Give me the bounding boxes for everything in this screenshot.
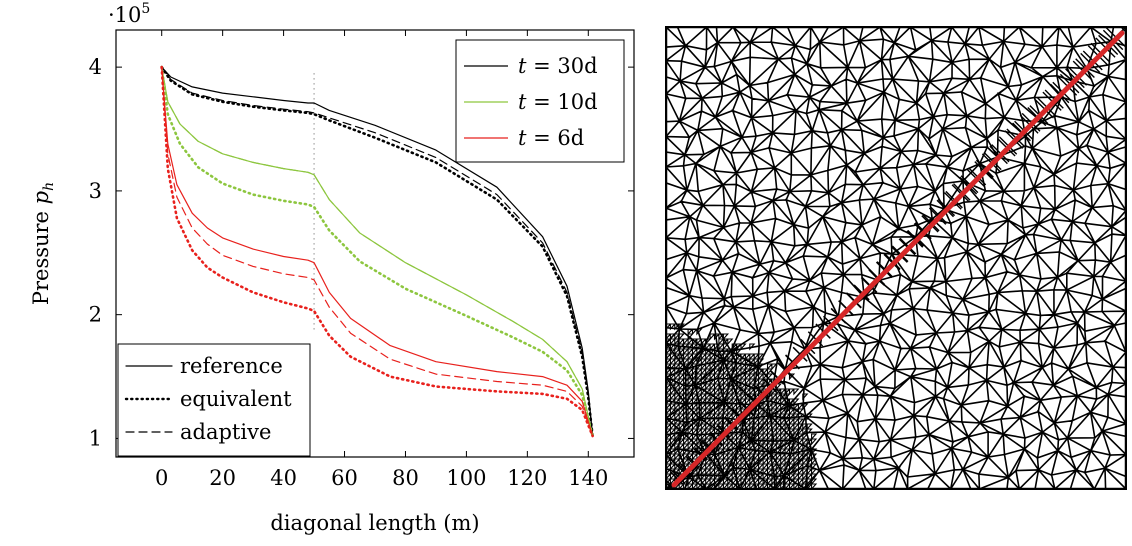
style-legend: reference equivalent adaptive — [117, 343, 311, 457]
mesh-border — [665, 26, 1127, 490]
series-line-30d-equivalent — [160, 65, 594, 438]
pressure-chart: ·105 diagonal length (m) Pressure ph 0 20… — [29, 1, 635, 535]
y-axis-label-sub: h — [41, 182, 57, 191]
time-legend: t = 30d t = 10d t = 6d — [455, 39, 625, 163]
fracture-line — [671, 30, 1125, 488]
x-tick-label: 60 — [331, 466, 358, 490]
y-tick-label: 4 — [89, 55, 102, 79]
style-legend-label: equivalent — [180, 387, 292, 411]
x-tick-label: 80 — [392, 466, 419, 490]
x-tick-label: 0 — [155, 466, 168, 490]
y-tick-label: 3 — [89, 179, 102, 203]
y-axis-label: Pressure ph — [29, 182, 57, 305]
y-multiplier: ·105 — [108, 1, 150, 27]
time-legend-box — [455, 39, 625, 163]
style-legend-label: adaptive — [180, 420, 271, 444]
series-line-30d-reference — [161, 66, 594, 437]
style-legend-box — [117, 343, 311, 457]
time-legend-label: t = 6d — [518, 126, 584, 150]
y-multiplier-base: ·10 — [108, 3, 141, 27]
x-axis-label: diagonal length (m) — [270, 511, 479, 535]
time-legend-label: t = 10d — [518, 90, 598, 114]
series-line-6d-reference — [161, 66, 594, 437]
x-tick-label: 20 — [209, 466, 236, 490]
mesh-figure — [665, 26, 1127, 490]
series-line-10d-adaptive — [161, 66, 594, 437]
series-line-10d-equivalent — [160, 65, 594, 438]
plot-area — [160, 65, 594, 438]
time-legend-label: t = 30d — [518, 54, 598, 78]
y-axis-label-var: p — [29, 191, 53, 204]
series-line-6d-equivalent — [160, 65, 594, 438]
y-tick-label: 1 — [89, 426, 102, 450]
y-multiplier-exponent: 5 — [141, 1, 150, 17]
series-line-30d-adaptive — [161, 66, 594, 437]
x-tick-label: 140 — [568, 466, 608, 490]
axes-frame — [115, 29, 635, 458]
x-tick-label: 120 — [507, 466, 547, 490]
axis-ticks: 0 20 40 60 80 100 120 140 1 2 3 4 — [89, 30, 634, 490]
x-tick-label: 100 — [446, 466, 486, 490]
y-tick-label: 2 — [89, 303, 102, 327]
y-axis-label-text: Pressure — [29, 204, 53, 305]
series-line-6d-adaptive — [161, 66, 594, 437]
style-legend-label: reference — [180, 354, 283, 378]
x-tick-label: 40 — [270, 466, 297, 490]
